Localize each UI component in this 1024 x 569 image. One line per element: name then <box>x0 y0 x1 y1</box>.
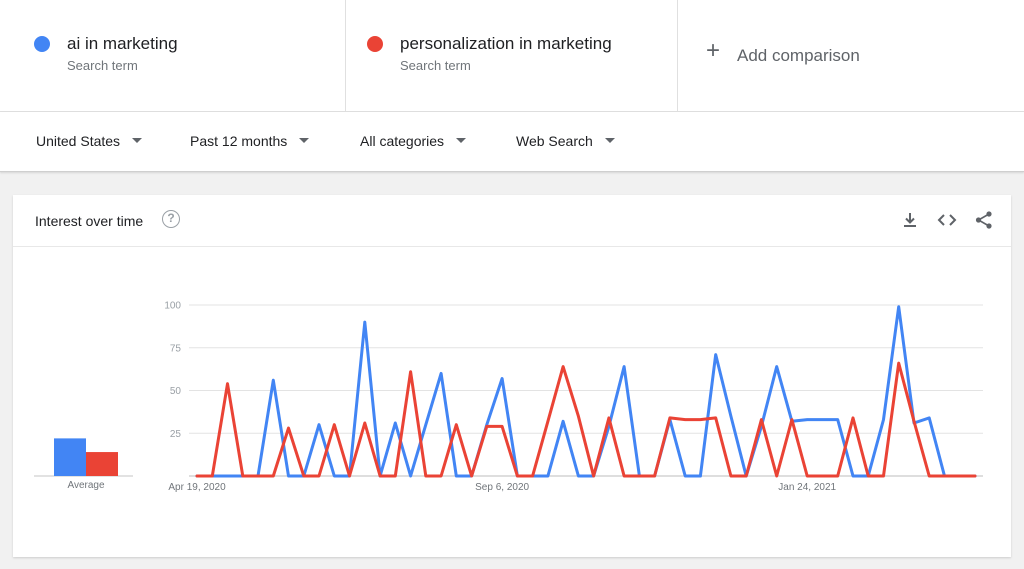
x-tick-label: Apr 19, 2020 <box>168 482 226 493</box>
embed-code-icon[interactable] <box>936 209 958 231</box>
filter-region[interactable]: United States <box>36 133 143 149</box>
y-tick-label: 75 <box>170 343 182 354</box>
interest-over-time-card: Interest over time ? Average 25 50 75 100 Ap… <box>13 195 1011 557</box>
filter-category-label: All categories <box>360 133 445 149</box>
average-label: Average <box>67 480 105 491</box>
y-tick-label: 50 <box>170 386 182 397</box>
card-title: Interest over time <box>35 213 144 229</box>
average-bar <box>86 452 118 476</box>
term-subtitle: Search term <box>67 58 138 73</box>
term-name: ai in marketing <box>67 34 178 53</box>
average-bars <box>34 438 133 477</box>
add-comparison-button[interactable]: + Add comparison <box>677 0 1010 111</box>
filter-search-type-label: Web Search <box>516 133 593 149</box>
filter-time-range-label: Past 12 months <box>190 133 288 149</box>
caret-down-icon <box>604 137 615 143</box>
term-subtitle: Search term <box>400 58 471 73</box>
share-icon[interactable] <box>973 209 995 231</box>
caret-down-icon <box>456 137 467 143</box>
series-dot-icon <box>367 36 383 52</box>
filter-region-label: United States <box>36 133 121 149</box>
search-terms-bar: ai in marketing Search term personalizat… <box>0 0 1024 112</box>
card-header: Interest over time ? <box>13 195 1011 247</box>
help-circle-icon[interactable]: ? <box>162 210 180 228</box>
x-tick-label: Jan 24, 2021 <box>778 482 836 493</box>
average-bar <box>54 438 86 476</box>
add-comparison-label: Add comparison <box>737 46 860 65</box>
x-tick-label: Sep 6, 2020 <box>475 482 529 493</box>
term-card-personalization-in-marketing[interactable]: personalization in marketing Search term <box>345 0 677 111</box>
y-tick-label: 25 <box>170 429 182 440</box>
filter-time-range[interactable]: Past 12 months <box>190 133 310 149</box>
caret-down-icon <box>299 137 310 143</box>
plus-icon: + <box>706 37 721 64</box>
filters-bar: United States Past 12 months All categor… <box>0 112 1024 172</box>
caret-down-icon <box>132 137 143 143</box>
interest-over-time-chart: 25 50 75 100 Apr 19, 2020 Sep 6, 2020 Jan 24, … <box>164 301 983 493</box>
term-name: personalization in marketing <box>400 34 612 53</box>
filter-search-type[interactable]: Web Search <box>516 133 615 149</box>
term-card-ai-in-marketing[interactable]: ai in marketing Search term <box>13 0 345 111</box>
download-icon[interactable] <box>899 209 921 231</box>
series-line <box>195 361 977 478</box>
filter-category[interactable]: All categories <box>360 133 467 149</box>
series-dot-icon <box>34 36 50 52</box>
y-tick-label: 100 <box>164 301 181 312</box>
